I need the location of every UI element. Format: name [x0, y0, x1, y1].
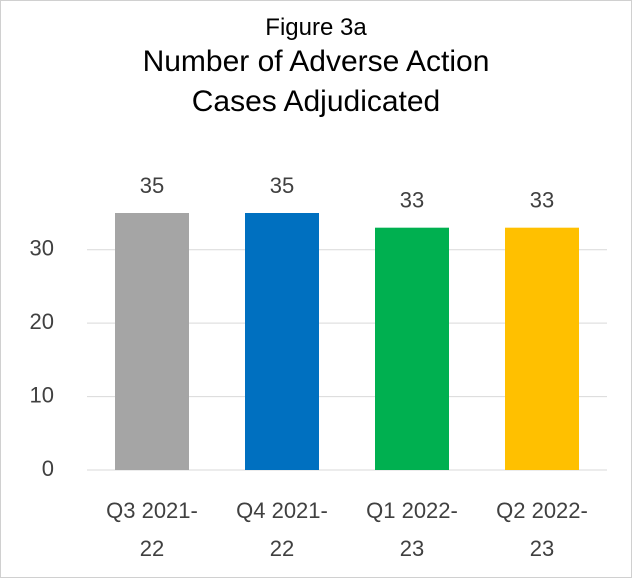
bar — [505, 227, 579, 470]
x-tick-label: Q1 2022-23 — [366, 498, 458, 561]
x-tick-label: Q4 2021-22 — [236, 498, 328, 561]
data-label: 35 — [270, 173, 294, 198]
y-tick-label: 0 — [42, 456, 54, 481]
bar — [375, 227, 449, 470]
y-tick-label: 20 — [30, 309, 54, 334]
bar — [245, 213, 319, 470]
y-tick-label: 10 — [30, 382, 54, 407]
x-tick-label: Q3 2021-22 — [106, 498, 198, 561]
data-label: 35 — [140, 173, 164, 198]
data-label: 33 — [400, 187, 424, 212]
y-tick-label: 30 — [30, 236, 54, 261]
bar — [115, 213, 189, 470]
x-tick-label: Q2 2022-23 — [496, 498, 588, 561]
chart-title: Figure 3a — [265, 14, 367, 41]
chart-subtitle: Number of Adverse Action Cases Adjudicat… — [142, 45, 490, 118]
data-label: 33 — [530, 187, 554, 212]
